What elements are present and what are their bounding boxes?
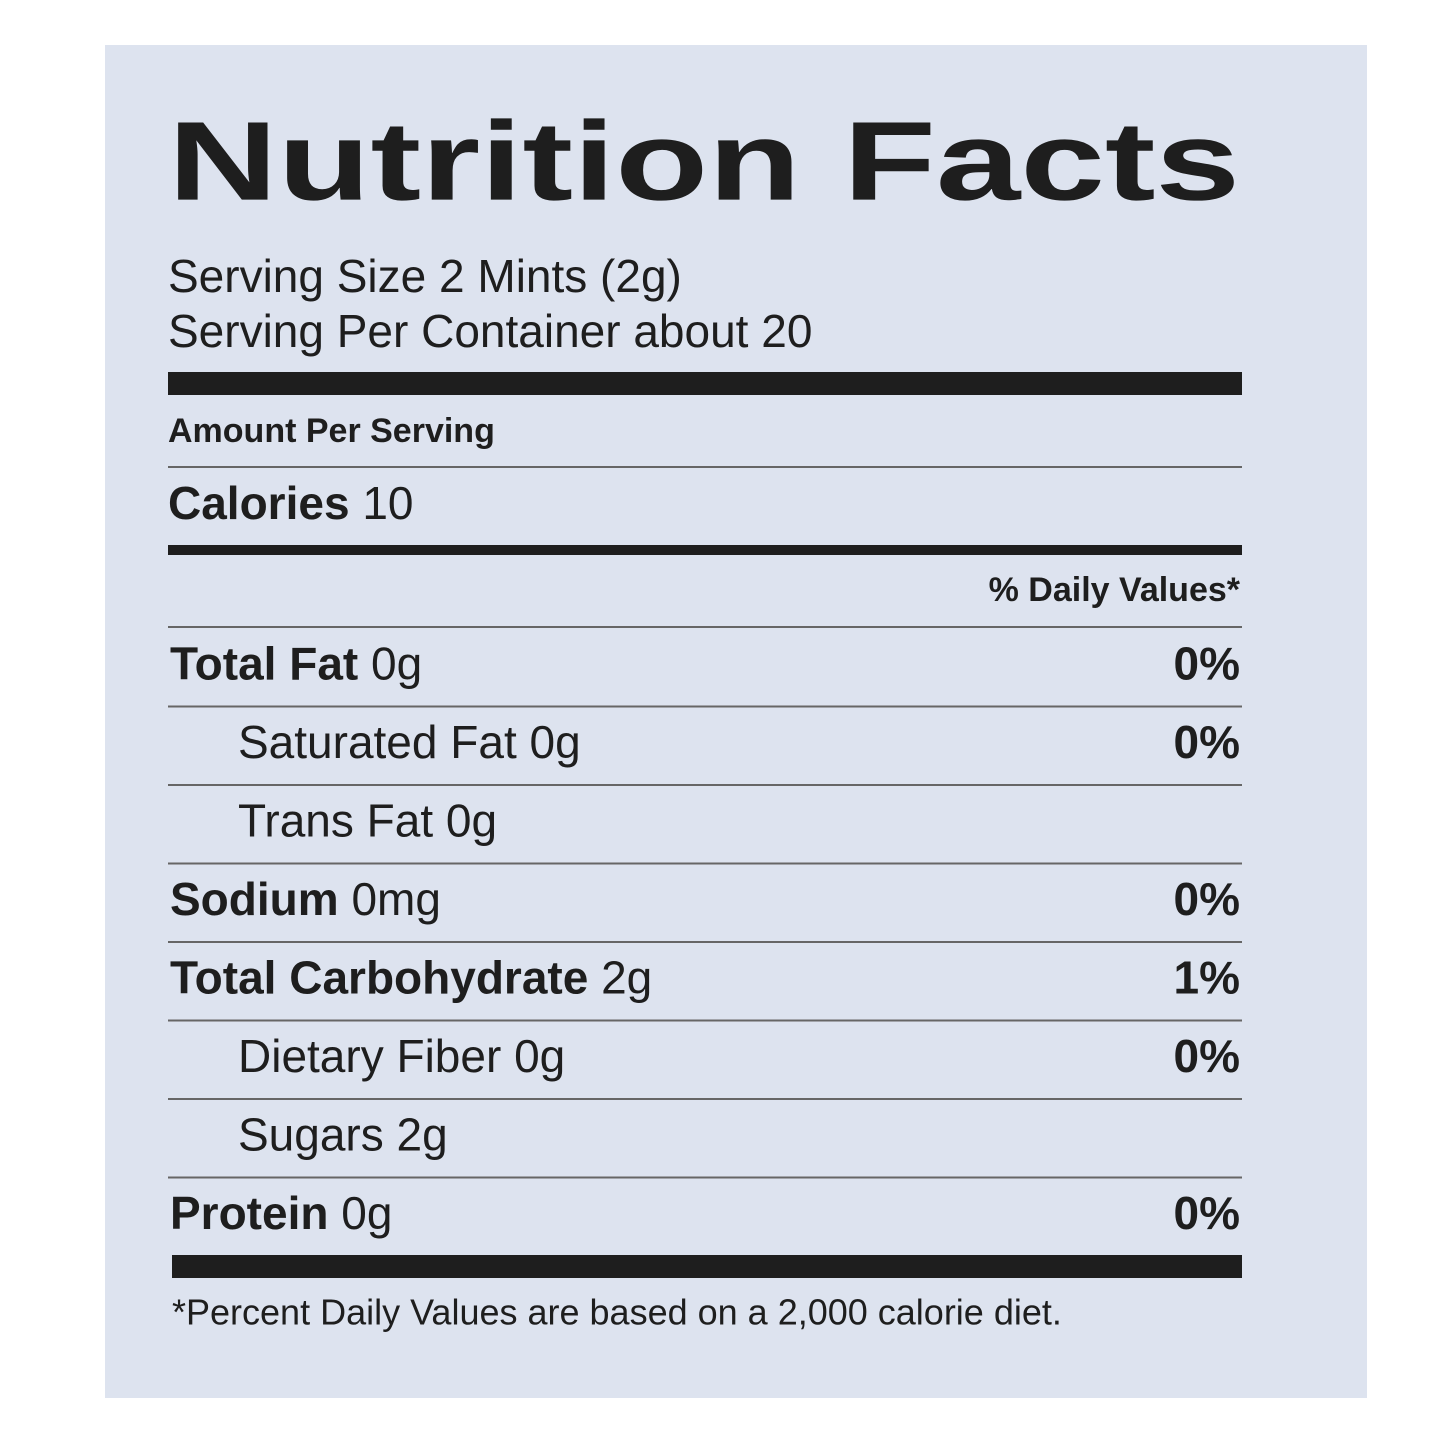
- daily-value: 0%: [1174, 1030, 1240, 1082]
- thick-rule: [168, 372, 1242, 395]
- rule: [168, 941, 1242, 943]
- nutrient-name: Protein: [170, 1187, 328, 1239]
- daily-value: 1%: [1174, 951, 1240, 1003]
- rule: [168, 626, 1242, 628]
- nutrient: Dietary Fiber 0g: [238, 1030, 565, 1082]
- nutrient-name: Trans Fat 0g: [238, 794, 497, 846]
- title: Nutrition Facts: [168, 99, 1240, 224]
- calories-value: 10: [362, 477, 413, 529]
- nutrient: Total Carbohydrate 2g: [170, 951, 652, 1003]
- nutrient-name: Saturated Fat 0g: [238, 716, 581, 768]
- rule: [168, 862, 1242, 865]
- nutrient: Trans Fat 0g: [238, 794, 497, 846]
- daily-value: 0%: [1174, 1187, 1240, 1239]
- thick-rule: [172, 1255, 1242, 1278]
- nutrient-name: Total Carbohydrate: [170, 951, 588, 1003]
- serving-size: Serving Size 2 Mints (2g): [168, 250, 682, 302]
- medium-rule: [168, 545, 1242, 555]
- nutrient-amount: 0g: [341, 1187, 392, 1239]
- nutrient-amount: 2g: [601, 951, 652, 1003]
- daily-value: 0%: [1174, 873, 1240, 925]
- nutrient-amount: 0mg: [351, 873, 440, 925]
- rule: [168, 705, 1242, 708]
- nutrient: Saturated Fat 0g: [238, 716, 581, 768]
- amount-per-serving: Amount Per Serving: [168, 412, 495, 450]
- nutrient: Sugars 2g: [238, 1108, 448, 1160]
- label-panel: [105, 45, 1367, 1398]
- calories-label: Calories: [168, 477, 350, 529]
- rule: [168, 466, 1242, 468]
- nutrient: Sodium 0mg: [170, 873, 441, 925]
- nutrient-amount: 0g: [371, 637, 422, 689]
- rule: [168, 1098, 1242, 1100]
- servings-per-container: Serving Per Container about 20: [168, 305, 812, 357]
- daily-values-header: % Daily Values*: [989, 571, 1241, 609]
- nutrient-name: Total Fat: [170, 637, 358, 689]
- footnote: *Percent Daily Values are based on a 2,0…: [172, 1292, 1062, 1333]
- nutrient-name: Dietary Fiber 0g: [238, 1030, 565, 1082]
- nutrient-name: Sugars 2g: [238, 1108, 448, 1160]
- rule: [168, 784, 1242, 786]
- nutrient: Total Fat 0g: [170, 637, 422, 689]
- daily-value: 0%: [1174, 716, 1240, 768]
- rule: [168, 1176, 1242, 1179]
- calories: Calories 10: [168, 477, 413, 529]
- nutrient-name: Sodium: [170, 873, 339, 925]
- nutrient: Protein 0g: [170, 1187, 392, 1239]
- rule: [168, 1019, 1242, 1022]
- daily-value: 0%: [1174, 637, 1240, 689]
